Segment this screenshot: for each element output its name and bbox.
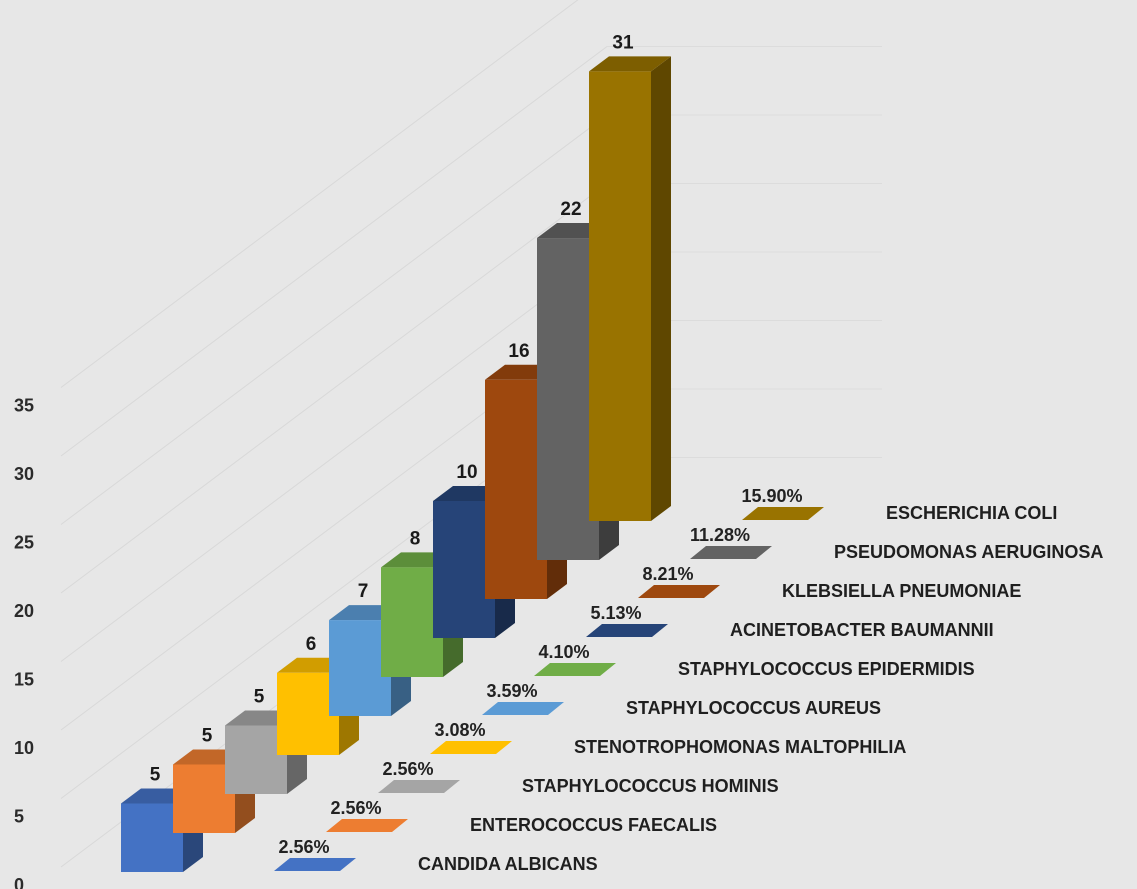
gridline (60, 0, 579, 388)
percent-label: 11.28% (690, 525, 750, 545)
bar-front (433, 501, 495, 638)
category-label: STENOTROPHOMONAS MALTOPHILIA (574, 737, 906, 757)
percent-label: 2.56% (330, 798, 381, 818)
percent-label: 15.90% (741, 486, 802, 506)
bar-front (277, 672, 339, 755)
bar-front (329, 620, 391, 716)
percent-label: 3.59% (486, 681, 537, 701)
bar-value-label: 22 (560, 199, 581, 220)
bar-value-label: 8 (410, 528, 421, 549)
y-tick-label: 25 (14, 533, 34, 553)
gridline (60, 114, 608, 525)
category-label: CANDIDA ALBICANS (418, 854, 598, 874)
percent-tile (690, 546, 772, 559)
percent-label: 4.10% (538, 642, 589, 662)
bar-value-label: 10 (456, 462, 477, 483)
category-label: ENTEROCOCCUS FAECALIS (470, 815, 717, 835)
percent-series: 2.56%2.56%2.56%3.08%3.59%4.10%5.13%8.21%… (274, 486, 824, 871)
percent-tile (378, 780, 460, 793)
category-label: STAPHYLOCOCCUS EPIDERMIDIS (678, 659, 975, 679)
y-tick-label: 5 (14, 807, 24, 827)
y-tick-label: 15 (14, 670, 34, 690)
percent-label: 5.13% (590, 603, 641, 623)
category-label: STAPHYLOCOCCUS HOMINIS (522, 776, 779, 796)
percent-label: 2.56% (278, 837, 329, 857)
gridline (60, 251, 608, 662)
category-label: STAPHYLOCOCCUS AUREUS (626, 698, 881, 718)
bar-value-label: 6 (306, 634, 317, 655)
y-tick-label: 20 (14, 601, 34, 621)
bar-value-label: 5 (202, 726, 213, 747)
bar-front (121, 803, 183, 872)
category-label: PSEUDOMONAS AERUGINOSA (834, 542, 1103, 562)
bar-value-label: 5 (254, 687, 265, 708)
category-labels: CANDIDA ALBICANS ENTEROCOCCUS FAECALIS STA… (418, 503, 1103, 874)
count-series: 5 5 5 6 7 8 10 16 22 31 (121, 32, 671, 872)
bar-top (589, 56, 671, 72)
y-tick-label: 10 (14, 738, 34, 758)
y-tick-label: 30 (14, 464, 34, 484)
percent-label: 2.56% (382, 759, 433, 779)
percent-tile (742, 507, 824, 520)
bar: 31 (589, 32, 671, 522)
bar-value-label: 5 (150, 765, 161, 786)
bar-front (589, 71, 651, 522)
bar-front (173, 764, 235, 833)
bar-front (537, 238, 599, 560)
percent-tile (274, 858, 356, 871)
bar-front (381, 567, 443, 677)
gridline (60, 46, 608, 457)
y-axis: 0 5 10 15 20 25 30 35 (14, 396, 34, 889)
category-label: KLEBSIELLA PNEUMONIAE (782, 581, 1021, 601)
y-tick-label: 0 (14, 875, 24, 889)
bar-front (485, 379, 547, 599)
percent-tile (534, 663, 616, 676)
bar-value-label: 16 (508, 341, 529, 362)
percent-label: 8.21% (642, 564, 693, 584)
percent-tile (586, 624, 668, 637)
bar-front (225, 725, 287, 794)
percent-tile (638, 585, 720, 598)
percent-tile (430, 741, 512, 754)
bar-side (651, 56, 671, 522)
category-label: ACINETOBACTER BAUMANNII (730, 620, 994, 640)
y-tick-label: 35 (14, 396, 34, 416)
bar-value-label: 7 (358, 581, 369, 602)
category-label: ESCHERICHIA COLI (886, 503, 1057, 523)
bar-value-label: 31 (612, 32, 634, 53)
percent-label: 3.08% (434, 720, 485, 740)
percent-tile (482, 702, 564, 715)
percent-tile (326, 819, 408, 832)
bar: 7 (329, 581, 411, 716)
gridline (60, 183, 608, 594)
